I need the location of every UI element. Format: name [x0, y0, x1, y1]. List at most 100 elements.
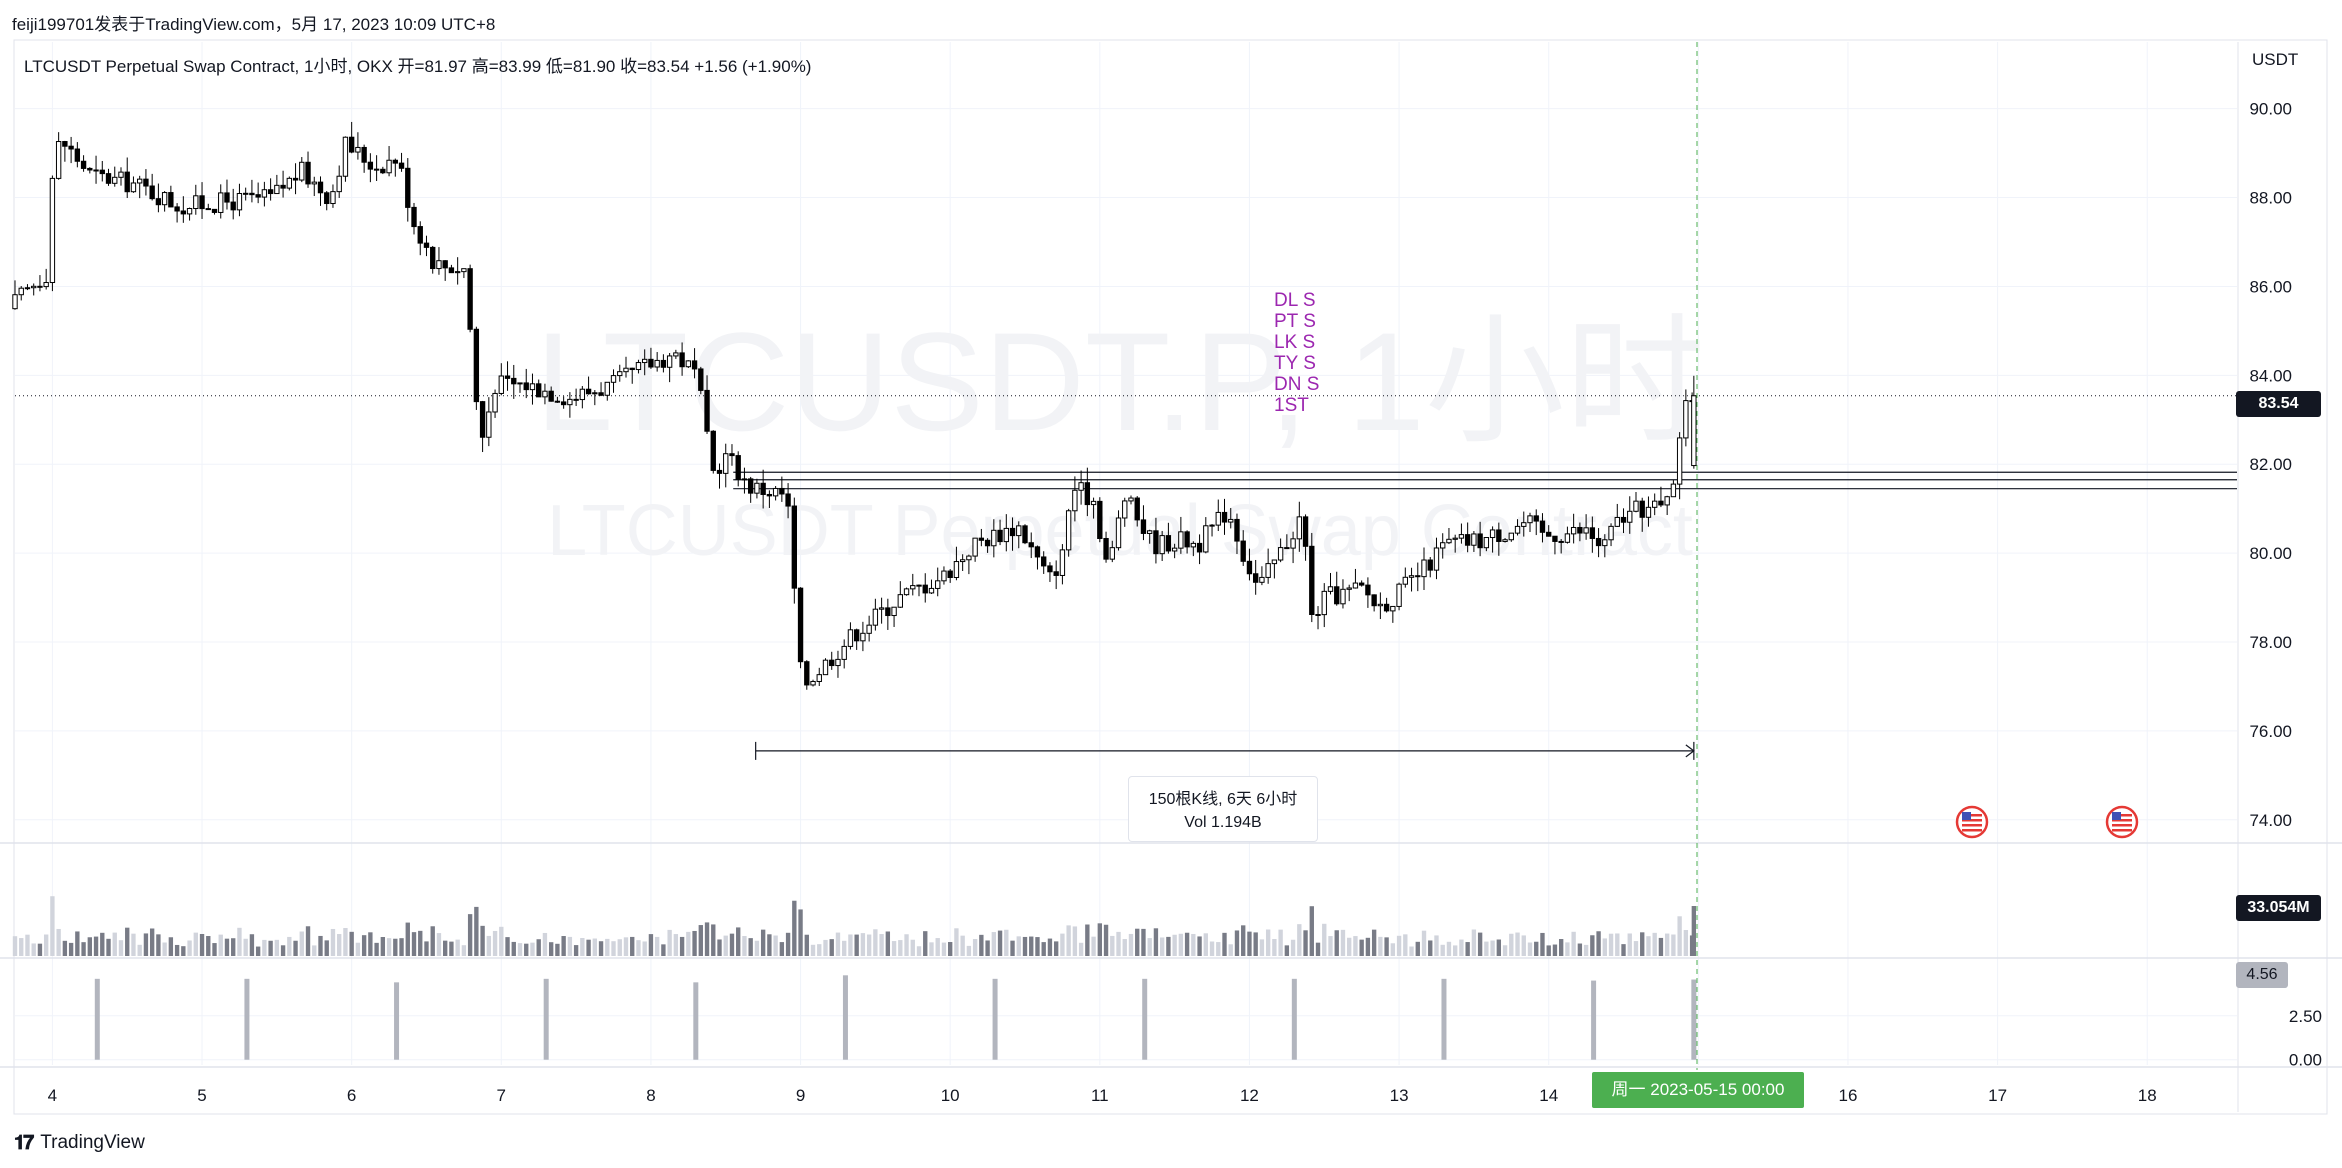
candle-body [1203, 525, 1209, 553]
candle-body [723, 453, 729, 474]
volume-bar [100, 932, 105, 956]
volume-bar [368, 932, 373, 956]
volume-bar [654, 936, 660, 956]
volume-bar [1658, 937, 1664, 956]
volume-bar [305, 926, 311, 956]
candle-body [1334, 586, 1340, 605]
candle-body [1377, 603, 1384, 607]
candle-body [292, 177, 299, 181]
candle-body [80, 160, 87, 169]
indicator-bar [1142, 978, 1148, 1060]
volume-bar [106, 938, 111, 956]
volume-bar [50, 896, 55, 956]
volume-bar [1078, 942, 1084, 956]
volume-bar [1565, 942, 1570, 956]
candle-body [648, 358, 654, 368]
volume-bar [1527, 942, 1533, 956]
volume-bar [679, 936, 685, 956]
candle-body [791, 505, 798, 589]
volume-bar [1621, 944, 1626, 956]
candle-body [860, 632, 866, 642]
horizontal-levels[interactable] [15, 395, 2237, 490]
candle-body [299, 161, 305, 181]
volume-bar [1671, 934, 1676, 956]
candle-body [1440, 542, 1446, 549]
candle-body [24, 287, 31, 290]
volume-bar [648, 934, 654, 956]
volume-bar [1159, 937, 1165, 956]
volume-bar [87, 937, 92, 956]
candle-body [1691, 395, 1697, 467]
candle-body [1059, 549, 1066, 576]
candle-body [772, 487, 779, 497]
date-range-measure[interactable] [755, 741, 1695, 760]
candle-body [536, 383, 542, 398]
volume-bar [1347, 937, 1352, 956]
volume-bar [1521, 935, 1526, 956]
volume-bar [37, 943, 43, 956]
volume-bar [941, 942, 947, 956]
volume-bar [137, 944, 142, 956]
candle-body [1514, 525, 1521, 534]
publish-info: feiji199701发表于TradingView.com，5月 17, 202… [12, 15, 496, 34]
indicator-bar [94, 978, 100, 1060]
volume-bar [68, 942, 74, 956]
volume-bar [243, 938, 248, 956]
candle-body [1078, 482, 1084, 491]
volume-bar [480, 925, 485, 956]
volume-bar [455, 939, 460, 956]
candle-body [1352, 582, 1359, 589]
symbol-legend[interactable]: LTCUSDT Perpetual Swap Contract, 1小时, OK… [24, 57, 812, 76]
volume-bar [1322, 923, 1327, 956]
volume-bar [835, 932, 841, 956]
volume-bar [979, 934, 984, 956]
candle-body [12, 294, 18, 310]
time-tick-label: 12 [1240, 1086, 1259, 1105]
candle-body [1471, 533, 1477, 546]
volume-bar [1110, 935, 1115, 956]
volume-bar [723, 935, 728, 956]
candle-body [747, 478, 754, 494]
candle-body [211, 208, 218, 213]
candle-body [592, 392, 598, 395]
candle-body [1215, 511, 1221, 526]
candle-body [118, 171, 124, 178]
candle-body [1041, 556, 1047, 567]
volume-bar [605, 938, 610, 956]
volume-bar [19, 938, 24, 956]
volume-bar [916, 946, 922, 956]
candle-body [922, 584, 928, 594]
candle-body [411, 206, 417, 228]
economic-events[interactable] [1955, 805, 2139, 839]
volume-bar [461, 945, 467, 956]
candle-body [785, 493, 791, 507]
candle-body [1521, 522, 1527, 527]
time-tick-label: 14 [1539, 1086, 1558, 1105]
volume-bar [467, 914, 473, 956]
watermark-symbol: LTCUSDT.P, 1小时 [535, 303, 1705, 460]
volume-bar [1596, 931, 1601, 956]
pane-separators [0, 39, 2342, 1115]
candle-body [1022, 525, 1028, 544]
volume-bar [1446, 941, 1452, 956]
indicator-bar [693, 982, 699, 1060]
volume-bar [181, 946, 186, 956]
candle-body [386, 159, 392, 174]
candle-body [1502, 539, 1508, 542]
candle-body [685, 360, 692, 368]
candle-body [1315, 614, 1321, 617]
candle-body [1477, 533, 1483, 549]
candle-body [1390, 605, 1396, 612]
us-flag-event-icon [2105, 805, 2139, 839]
candlestick-series [12, 121, 1697, 690]
candle-body [124, 171, 130, 193]
signal-label: DL S [1274, 290, 1316, 311]
volume-bar [1066, 925, 1071, 956]
candle-body [691, 360, 698, 370]
candle-body [74, 148, 81, 162]
volume-bar [1509, 933, 1514, 956]
tradingview-logo[interactable]: 𝟏𝟕 TradingView [14, 1130, 145, 1156]
candle-body [249, 192, 255, 196]
volume-bar [536, 939, 541, 956]
